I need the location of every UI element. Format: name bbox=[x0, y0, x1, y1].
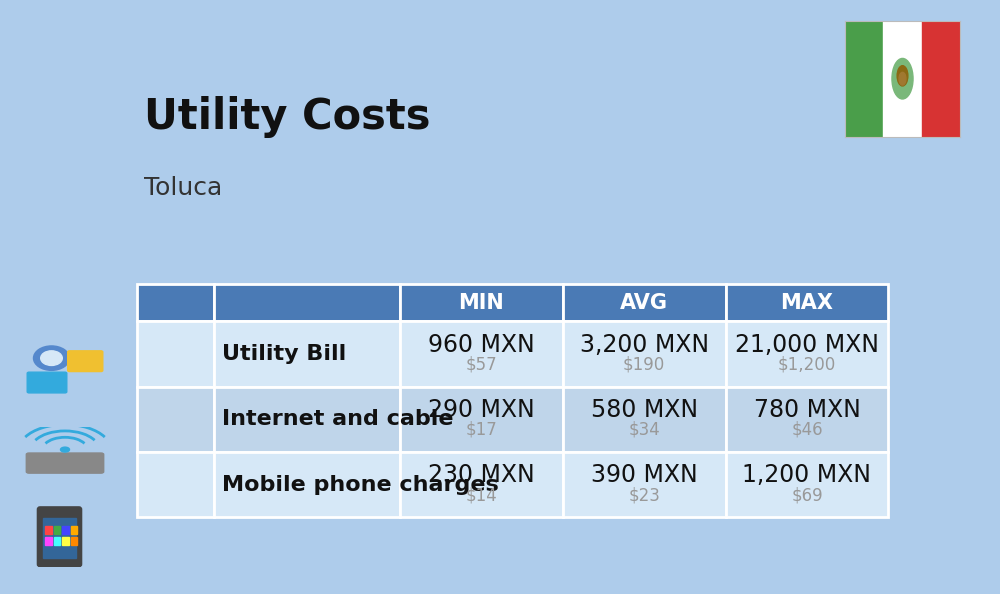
FancyBboxPatch shape bbox=[726, 321, 888, 387]
FancyBboxPatch shape bbox=[137, 284, 214, 321]
Circle shape bbox=[60, 447, 70, 452]
FancyBboxPatch shape bbox=[563, 452, 726, 517]
Bar bbox=[43, 519, 76, 558]
Bar bbox=[922, 21, 960, 137]
Text: $1,200: $1,200 bbox=[778, 356, 836, 374]
Ellipse shape bbox=[892, 58, 913, 99]
Text: $17: $17 bbox=[466, 421, 497, 439]
FancyBboxPatch shape bbox=[137, 387, 214, 452]
Text: 960 MXN: 960 MXN bbox=[428, 333, 535, 357]
FancyBboxPatch shape bbox=[214, 387, 400, 452]
Text: 21,000 MXN: 21,000 MXN bbox=[735, 333, 879, 357]
Text: 390 MXN: 390 MXN bbox=[591, 463, 698, 488]
Circle shape bbox=[34, 346, 70, 370]
FancyBboxPatch shape bbox=[214, 452, 400, 517]
FancyBboxPatch shape bbox=[137, 452, 214, 517]
Circle shape bbox=[41, 351, 62, 365]
Text: Internet and cable: Internet and cable bbox=[222, 409, 453, 429]
FancyBboxPatch shape bbox=[27, 372, 67, 393]
Text: $34: $34 bbox=[628, 421, 660, 439]
FancyBboxPatch shape bbox=[726, 387, 888, 452]
Ellipse shape bbox=[897, 66, 908, 86]
Text: $190: $190 bbox=[623, 356, 665, 374]
Text: $57: $57 bbox=[466, 356, 497, 374]
Text: Mobile phone charges: Mobile phone charges bbox=[222, 475, 499, 495]
Bar bbox=[54, 526, 60, 534]
Bar bbox=[71, 526, 77, 534]
Text: $46: $46 bbox=[791, 421, 823, 439]
FancyBboxPatch shape bbox=[26, 453, 104, 473]
FancyBboxPatch shape bbox=[68, 351, 103, 372]
Text: MAX: MAX bbox=[780, 293, 834, 312]
Ellipse shape bbox=[899, 72, 906, 85]
FancyBboxPatch shape bbox=[563, 321, 726, 387]
Text: $14: $14 bbox=[466, 486, 497, 504]
Text: Toluca: Toluca bbox=[144, 176, 223, 201]
Bar bbox=[45, 526, 52, 534]
Text: 1,200 MXN: 1,200 MXN bbox=[742, 463, 872, 488]
Text: $69: $69 bbox=[791, 486, 823, 504]
FancyBboxPatch shape bbox=[37, 507, 82, 567]
Bar bbox=[54, 538, 60, 545]
Bar bbox=[883, 21, 922, 137]
Bar bbox=[45, 538, 52, 545]
FancyBboxPatch shape bbox=[563, 387, 726, 452]
FancyBboxPatch shape bbox=[400, 387, 563, 452]
FancyBboxPatch shape bbox=[400, 321, 563, 387]
FancyBboxPatch shape bbox=[137, 321, 214, 387]
Text: 780 MXN: 780 MXN bbox=[754, 398, 860, 422]
Text: 290 MXN: 290 MXN bbox=[428, 398, 535, 422]
FancyBboxPatch shape bbox=[726, 284, 888, 321]
Text: AVG: AVG bbox=[620, 293, 668, 312]
FancyBboxPatch shape bbox=[214, 321, 400, 387]
FancyBboxPatch shape bbox=[400, 284, 563, 321]
Text: Utility Costs: Utility Costs bbox=[144, 96, 431, 138]
Text: MIN: MIN bbox=[459, 293, 504, 312]
Bar bbox=[71, 538, 77, 545]
Text: 580 MXN: 580 MXN bbox=[591, 398, 698, 422]
Bar bbox=[845, 21, 883, 137]
Text: $23: $23 bbox=[628, 486, 660, 504]
Text: 3,200 MXN: 3,200 MXN bbox=[580, 333, 709, 357]
FancyBboxPatch shape bbox=[214, 284, 400, 321]
FancyBboxPatch shape bbox=[400, 452, 563, 517]
FancyBboxPatch shape bbox=[563, 284, 726, 321]
Bar bbox=[62, 538, 69, 545]
FancyBboxPatch shape bbox=[726, 452, 888, 517]
Text: 230 MXN: 230 MXN bbox=[428, 463, 535, 488]
Bar bbox=[62, 526, 69, 534]
Text: Utility Bill: Utility Bill bbox=[222, 344, 346, 364]
